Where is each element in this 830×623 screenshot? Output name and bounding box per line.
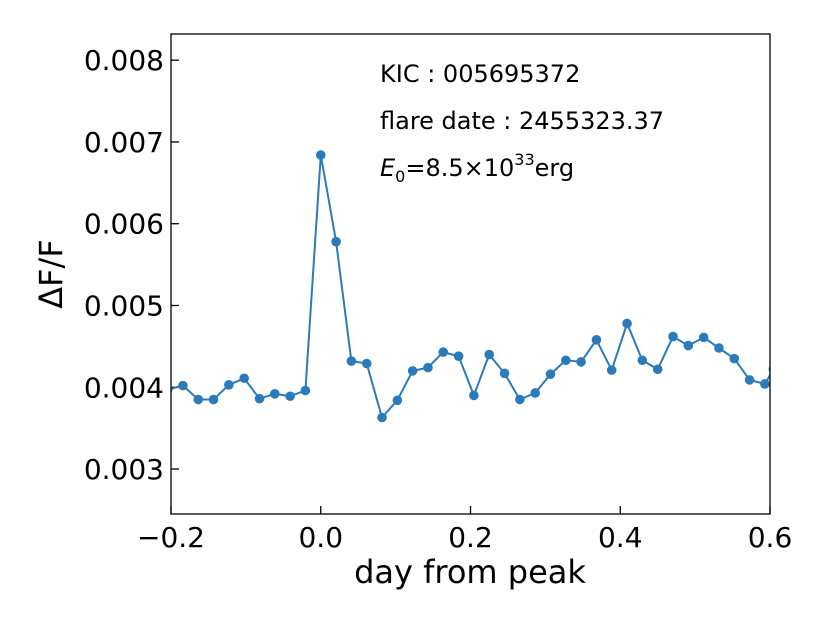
x-tick-label: 0.0: [298, 521, 343, 554]
y-tick-label: 0.005: [84, 289, 164, 322]
data-point: [729, 353, 740, 364]
data-point: [392, 395, 403, 406]
x-tick-label: 0.2: [448, 521, 493, 554]
data-point: [683, 340, 694, 351]
data-point: [453, 351, 464, 361]
x-tick-label: 0.6: [748, 521, 793, 554]
data-point: [331, 236, 341, 247]
energy-value: =8.5×10: [405, 154, 514, 182]
data-point: [545, 369, 556, 379]
y-tick-label: 0.008: [84, 44, 164, 77]
data-point: [515, 394, 525, 405]
data-point: [714, 343, 724, 353]
data-point: [361, 358, 372, 369]
data-point: [668, 331, 678, 342]
series-layer: [171, 150, 770, 423]
x-axis-title: day from peak: [354, 553, 586, 591]
data-point: [178, 380, 188, 391]
data-point: [193, 394, 204, 405]
data-point: [377, 412, 387, 423]
data-point: [637, 355, 648, 366]
y-tick-label: 0.003: [84, 453, 164, 486]
data-point: [239, 373, 249, 384]
data-point: [285, 391, 295, 402]
data-point: [224, 380, 234, 390]
data-point: [300, 385, 311, 396]
data-point: [484, 349, 495, 360]
annotation-kic: KIC : 005695372: [380, 60, 580, 88]
data-point: [606, 365, 617, 375]
data-point: [576, 357, 586, 367]
energy-unit: erg: [535, 154, 574, 182]
x-tick-label: 0.4: [598, 521, 643, 554]
energy-exponent: 33: [514, 150, 534, 169]
data-point: [269, 388, 280, 399]
y-axis-title: ΔF/F: [32, 239, 70, 308]
energy-symbol: E: [380, 154, 396, 182]
y-tick-label: 0.004: [84, 371, 164, 404]
data-point: [438, 347, 449, 357]
data-point: [530, 388, 540, 398]
axis-ticks: −0.2 0.0 0.2 0.4 0.6 0.003 0.004 0.005 0.006 0.00…: [84, 44, 792, 554]
data-point: [315, 150, 326, 160]
y-tick-label: 0.007: [84, 126, 164, 159]
y-tick-label: 0.006: [84, 208, 164, 241]
annotation-flare-date: flare date : 2455323.37: [380, 107, 664, 135]
data-point: [346, 356, 357, 366]
data-point: [469, 390, 479, 401]
data-point: [423, 362, 433, 373]
data-point: [652, 364, 663, 375]
data-point: [760, 379, 770, 389]
data-point: [698, 332, 709, 343]
data-point: [499, 368, 510, 379]
energy-subscript: 0: [395, 167, 405, 186]
data-point: [591, 335, 602, 345]
data-point: [208, 394, 219, 405]
annotation-energy: E0=8.5×1033erg: [380, 150, 574, 186]
data-point: [561, 355, 571, 366]
x-tick-label: −0.2: [137, 521, 205, 554]
plot-frame: [170, 33, 771, 515]
data-point: [407, 366, 418, 376]
data-point: [254, 393, 265, 404]
series-line: [171, 154, 770, 419]
data-point: [744, 375, 755, 385]
data-point: [622, 318, 632, 329]
